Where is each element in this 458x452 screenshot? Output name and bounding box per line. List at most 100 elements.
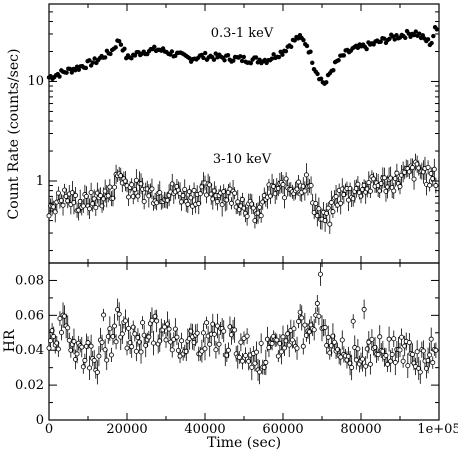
hard-band-point xyxy=(204,192,210,198)
hard-band-point xyxy=(294,186,300,192)
hard-band-point xyxy=(101,196,107,202)
hr-point xyxy=(294,345,300,351)
hr-point xyxy=(57,315,63,321)
hr-point xyxy=(224,352,230,358)
hard-band-point xyxy=(250,205,256,211)
hr-point xyxy=(380,348,386,354)
soft-band-point xyxy=(108,51,113,57)
hard-band-point xyxy=(360,187,366,193)
hard-band-point xyxy=(427,182,433,188)
hr-point xyxy=(227,324,233,330)
hr-point xyxy=(420,348,426,354)
top-data-points xyxy=(46,24,440,235)
soft-band-point xyxy=(429,40,434,46)
hard-band-point xyxy=(191,187,197,193)
hr-point xyxy=(296,318,302,324)
hard-band-point xyxy=(157,190,163,196)
soft-band-point xyxy=(324,80,329,85)
hard-band-point xyxy=(388,175,394,181)
hard-band-point xyxy=(350,196,356,202)
hr-point xyxy=(402,343,408,349)
hr-point xyxy=(243,353,249,359)
hr-point xyxy=(428,336,434,342)
hr-point xyxy=(91,357,97,363)
hard-band-point xyxy=(255,210,261,216)
hr-point xyxy=(175,347,181,353)
soft-band-point xyxy=(355,45,361,51)
soft-band-point xyxy=(248,60,254,66)
hard-band-point xyxy=(308,183,314,189)
soft-band-point xyxy=(431,33,436,39)
hr-point xyxy=(289,337,295,343)
soft-band-point xyxy=(434,27,440,32)
hr-point xyxy=(112,323,118,329)
hr-point xyxy=(225,347,231,353)
hard-band-point xyxy=(330,209,336,215)
hard-band-point xyxy=(69,190,75,196)
hr-point xyxy=(266,345,272,351)
hr-point xyxy=(417,369,423,375)
hr-point xyxy=(282,345,288,351)
soft-band-point xyxy=(276,54,282,60)
hr-point xyxy=(311,327,317,333)
time-tick-label: 80000 xyxy=(340,422,381,437)
hard-band-point xyxy=(314,213,320,219)
hr-point xyxy=(80,364,86,370)
hr-point xyxy=(283,338,289,344)
hr-point xyxy=(168,339,174,345)
hard-band-point xyxy=(221,189,227,195)
soft-band-point xyxy=(288,44,294,49)
hard-band-point xyxy=(55,190,61,196)
hard-band-point xyxy=(358,193,364,199)
hr-point xyxy=(113,339,119,345)
hard-band-point xyxy=(347,186,353,192)
hr-point xyxy=(48,338,54,344)
time-tick-label: 60000 xyxy=(262,422,303,437)
soft-band-point xyxy=(310,60,315,65)
hr-point xyxy=(87,365,93,371)
hard-band-point xyxy=(52,209,58,215)
top-ytick-label-10: 10 xyxy=(27,74,44,89)
hr-point xyxy=(73,356,79,362)
soft-band-point xyxy=(129,56,134,61)
soft-band-point xyxy=(364,46,369,52)
hr-point xyxy=(258,340,264,346)
hr-point xyxy=(335,347,341,353)
hr-point xyxy=(82,357,88,363)
hard-band-point xyxy=(346,197,352,203)
hard-band-point xyxy=(133,177,139,183)
soft-band-point xyxy=(301,37,306,43)
hard-band-point xyxy=(385,184,391,190)
hr-point xyxy=(389,351,395,357)
hard-band-point xyxy=(210,196,216,202)
hr-point xyxy=(383,353,389,359)
hard-band-point xyxy=(313,200,319,206)
hard-band-point xyxy=(430,176,436,182)
hard-band-point xyxy=(327,221,333,227)
hard-band-point xyxy=(179,199,185,205)
hr-point xyxy=(169,347,175,353)
hr-point xyxy=(216,341,222,347)
hr-point xyxy=(317,271,323,277)
hr-point xyxy=(130,324,136,330)
hr-point xyxy=(136,339,142,345)
hr-point xyxy=(349,364,355,370)
hr-point xyxy=(191,339,197,345)
soft-band-point xyxy=(238,54,243,59)
hr-tick-labels: 0 0.02 0.04 0.06 0.08 xyxy=(15,273,44,428)
hard-band-point xyxy=(258,213,264,219)
hr-point xyxy=(115,307,121,313)
soft-band-point xyxy=(392,37,397,42)
hard-band-point xyxy=(105,193,111,199)
hard-band-point xyxy=(322,218,328,224)
hard-band-point xyxy=(197,191,203,197)
hr-point xyxy=(350,318,356,324)
hr-point xyxy=(96,353,102,359)
hard-band-point xyxy=(406,169,412,175)
hr-point xyxy=(141,332,147,338)
hr-point xyxy=(58,329,64,335)
soft-band-point xyxy=(211,57,217,62)
hard-band-point xyxy=(316,206,322,212)
hard-band-point xyxy=(428,171,434,177)
